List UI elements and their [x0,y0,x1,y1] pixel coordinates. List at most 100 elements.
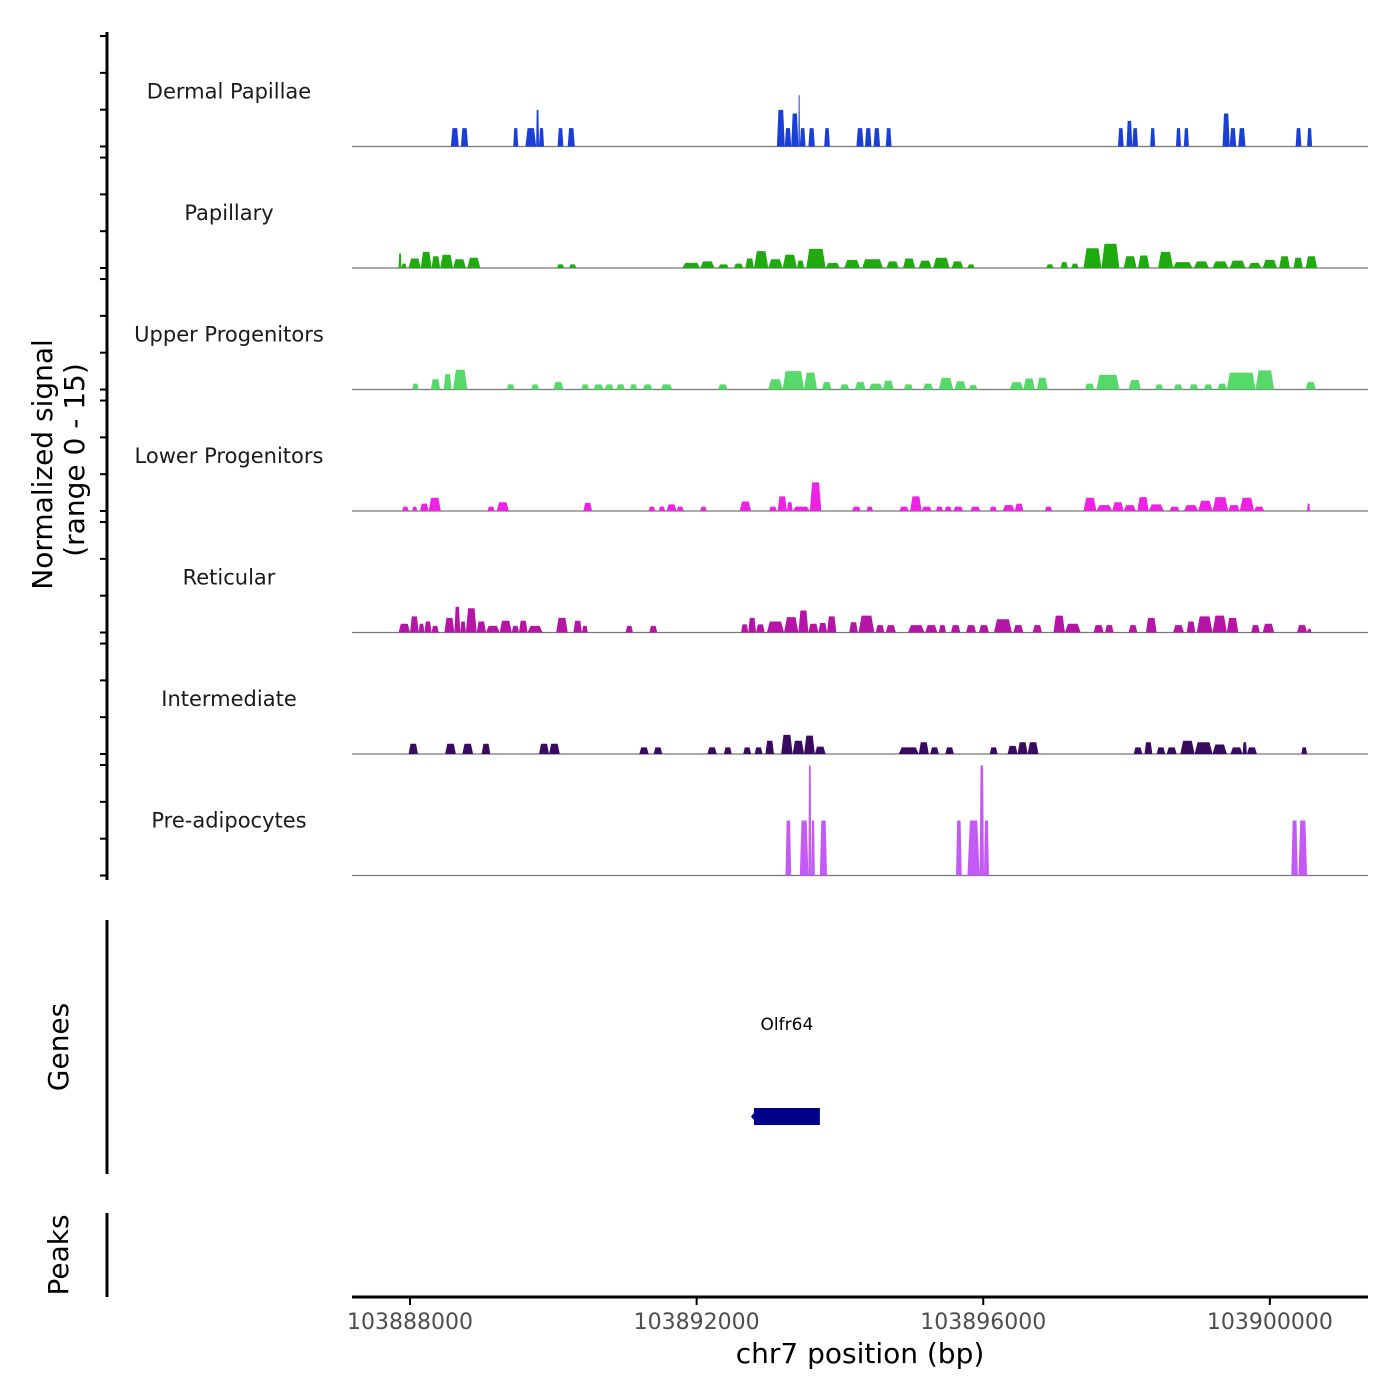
signal-peak [1173,384,1183,390]
signal-peak [453,369,468,390]
signal-peak [784,128,792,147]
signal-peak [718,264,729,268]
signal-peak [511,625,519,633]
signal-peak [553,382,564,390]
signal-peak [1084,383,1095,390]
signal-peak [923,383,934,390]
signal-peak [430,379,441,390]
signal-peak [700,261,715,268]
signal-peak [531,384,540,390]
signal-peak [642,384,653,390]
signal-peak [1226,617,1239,633]
signal-peak [682,262,701,268]
signal-peak [910,496,922,511]
signal-peak [1046,264,1054,268]
signal-peak [1132,128,1139,147]
signal-peak [1156,747,1166,754]
signal-peak [1183,505,1199,511]
signal-peak [1222,113,1230,147]
signal-peak [649,625,658,633]
signal-peak [1128,625,1138,633]
signal-peak [1305,382,1316,390]
signal-peak [1229,128,1237,147]
signal-peak [827,616,837,633]
signal-peak [1279,256,1290,268]
signal-peak [1212,497,1229,511]
track-intermediate: Intermediate [161,687,1368,755]
signal-peak [1246,747,1257,754]
signal-peak [1238,128,1246,147]
signal-peak [676,506,684,511]
signal-peak [825,262,840,268]
signal-peak [925,625,938,633]
signal-peak [1229,260,1246,268]
signal-peak [809,482,822,511]
signal-peak [1023,378,1035,390]
signal-peak [718,384,728,390]
signal-peak [1203,384,1213,390]
signal-peak [902,258,916,268]
genes-axis-title: Genes [42,1003,75,1091]
signal-peak [1071,263,1079,268]
signal-peak [792,506,810,511]
signal-peak [983,820,989,876]
signal-peak [865,128,872,147]
signal-peak [1013,625,1024,633]
signal-peak [858,615,875,633]
signal-peak [741,624,749,633]
signal-peak [1032,625,1042,633]
signal-peak [431,256,441,268]
signal-peak [1175,128,1181,147]
signal-peak [885,625,896,633]
signal-peak [944,506,952,511]
signal-peak [754,747,763,754]
signal-peak [424,621,432,633]
signal-peak [431,625,439,633]
signal-peak [1096,505,1113,511]
signal-peak [1307,503,1310,511]
signal-peak [1138,255,1150,268]
signal-peak [989,747,998,754]
signal-peak [739,501,752,511]
signal-peak [868,383,883,390]
signal-peak [1044,506,1053,511]
signal-peak [743,747,752,754]
signal-peak [970,506,981,511]
signal-peak [630,384,638,390]
signal-peak [1189,384,1199,390]
signal-peak [1123,256,1137,268]
signal-peak [748,617,757,633]
signal-peak [1228,505,1240,511]
x-axis-ticks: 103888000 103892000 103896000 103900000 [347,1297,1333,1335]
signal-peak [666,504,677,511]
signal-peak [593,384,604,390]
signal-peak [527,625,543,633]
signal-peak [824,128,830,147]
signal-peak [886,261,899,268]
signal-peak [951,261,964,268]
signal-peak [450,128,459,147]
signal-peak [814,746,826,754]
signal-peak [1293,257,1303,268]
signal-peak [625,625,633,633]
signal-peak [639,747,649,754]
signal-peak [467,257,481,268]
signal-peak [776,109,785,147]
track-papillary: Papillary [184,201,1368,269]
signal-peak [485,625,500,633]
signal-peak [648,506,656,511]
signal-peak [658,506,666,511]
signal-peak [899,506,909,511]
signal-peak [935,506,944,511]
signal-peak [1101,243,1120,268]
signal-peak [1251,625,1260,633]
signal-peak [819,820,828,876]
signal-peak [539,128,545,147]
signal-peak [513,128,519,147]
signal-peak [1307,628,1312,633]
signal-peak [1117,128,1124,147]
signal-peak [1194,742,1213,754]
signal-peak [844,259,860,268]
signal-peak [1173,625,1184,633]
signal-peak [1307,128,1313,147]
